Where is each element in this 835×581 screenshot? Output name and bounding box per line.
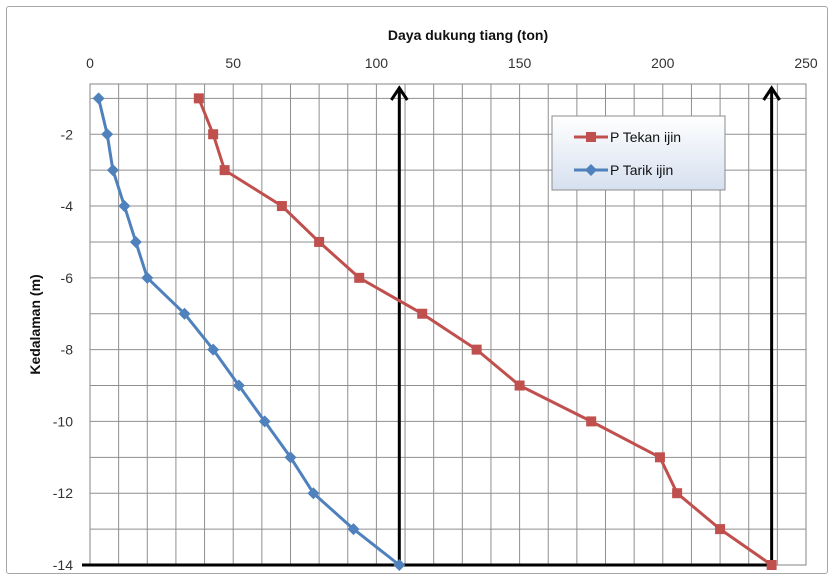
annotations	[82, 85, 781, 567]
data-point-diamond	[118, 200, 131, 213]
series-line-p-tarik-ijin	[97, 98, 401, 567]
y-tick-label: -4	[61, 198, 74, 214]
data-point-diamond	[307, 487, 320, 500]
data-point-diamond	[141, 271, 154, 284]
data-point-square	[219, 165, 230, 176]
data-point-diamond	[393, 559, 406, 571]
data-point-diamond	[106, 164, 119, 177]
arrow-head	[762, 85, 781, 101]
data-point-square	[417, 308, 428, 319]
legend: P Tekan ijin P Tarik ijin	[551, 115, 726, 191]
data-point-square	[654, 452, 665, 463]
y-tick-label: -12	[53, 485, 73, 501]
x-tick-label: 0	[86, 55, 94, 71]
data-point-square	[208, 129, 219, 140]
series-layer	[92, 92, 777, 571]
data-point-square	[354, 272, 365, 283]
data-point-diamond	[232, 379, 245, 392]
x-tick-label: 50	[225, 55, 241, 71]
x-tick-label: 100	[365, 55, 389, 71]
legend-box	[551, 115, 726, 191]
data-point-square	[193, 93, 204, 104]
data-point-square	[514, 380, 525, 391]
data-point-diamond	[92, 92, 105, 105]
y-tick-label: -14	[53, 557, 73, 573]
y-tick-label: -2	[61, 126, 74, 142]
arrow-head	[390, 85, 409, 101]
y-tick-label: -6	[61, 270, 74, 286]
data-point-diamond	[284, 451, 297, 464]
y-tick-label: -8	[61, 342, 74, 358]
data-point-square	[766, 560, 777, 570]
data-point-square	[314, 236, 325, 247]
data-point-diamond	[207, 343, 220, 356]
series-line-p-tekan-ijin	[197, 97, 773, 567]
x-tick-label: 150	[508, 55, 532, 71]
data-point-diamond	[347, 523, 360, 536]
data-point-diamond	[101, 128, 114, 141]
data-point-square	[276, 201, 287, 212]
data-point-square	[672, 488, 683, 499]
data-point-diamond	[178, 307, 191, 320]
tick-labels: 0 50 100 150 200 250 -2 -4 -6 -8 -10 -12 -14	[53, 55, 818, 573]
legend-marker-diamond	[585, 164, 597, 176]
data-point-square	[586, 416, 597, 427]
data-point-square	[471, 344, 482, 355]
y-axis-title: Kedalaman (m)	[27, 274, 43, 374]
legend-marker-square	[586, 132, 596, 142]
x-tick-label: 250	[794, 55, 818, 71]
x-tick-label: 200	[651, 55, 675, 71]
data-point-diamond	[129, 235, 142, 248]
legend-label-p-tekan-ijin: P Tekan ijin	[610, 129, 681, 145]
data-point-diamond	[258, 415, 271, 428]
data-point-square	[715, 524, 726, 535]
y-tick-label: -10	[53, 413, 73, 429]
x-axis-title: Daya dukung tiang (ton)	[388, 27, 548, 43]
legend-label-p-tarik-ijin: P Tarik ijin	[610, 162, 673, 178]
